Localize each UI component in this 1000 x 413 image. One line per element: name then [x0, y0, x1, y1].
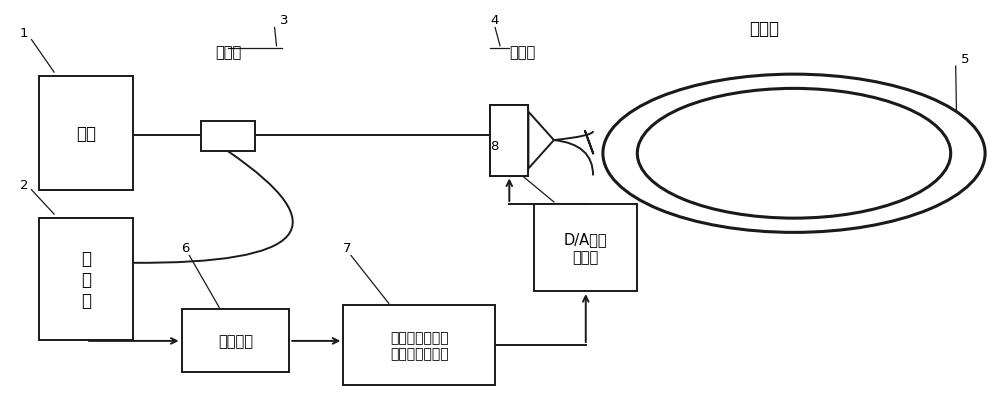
Bar [39, 77, 132, 190]
Text: 放大采样: 放大采样 [218, 334, 253, 349]
Text: 耦合器: 耦合器 [215, 45, 241, 59]
Text: 正弦波调制输出
及二次谐波检测: 正弦波调制输出 及二次谐波检测 [390, 330, 448, 360]
Bar [182, 310, 289, 373]
Text: 3: 3 [280, 14, 288, 27]
Bar [490, 105, 528, 176]
Bar [534, 204, 637, 292]
Bar [39, 218, 132, 340]
Text: 6: 6 [182, 242, 190, 255]
Text: D/A及滤
波放大: D/A及滤 波放大 [564, 232, 608, 264]
Text: 光源: 光源 [76, 125, 96, 142]
Text: 调制器: 调制器 [509, 45, 535, 59]
Text: 4: 4 [490, 14, 499, 27]
Text: 探
测
器: 探 测 器 [81, 249, 91, 309]
Text: 2: 2 [20, 178, 28, 191]
Text: 5: 5 [961, 53, 969, 66]
Bar [201, 121, 255, 152]
Bar [490, 105, 528, 176]
Text: 7: 7 [343, 242, 352, 255]
Text: 8: 8 [490, 140, 499, 153]
Text: 1: 1 [20, 26, 28, 40]
Bar [343, 306, 495, 385]
Text: 光纤环: 光纤环 [750, 20, 780, 38]
